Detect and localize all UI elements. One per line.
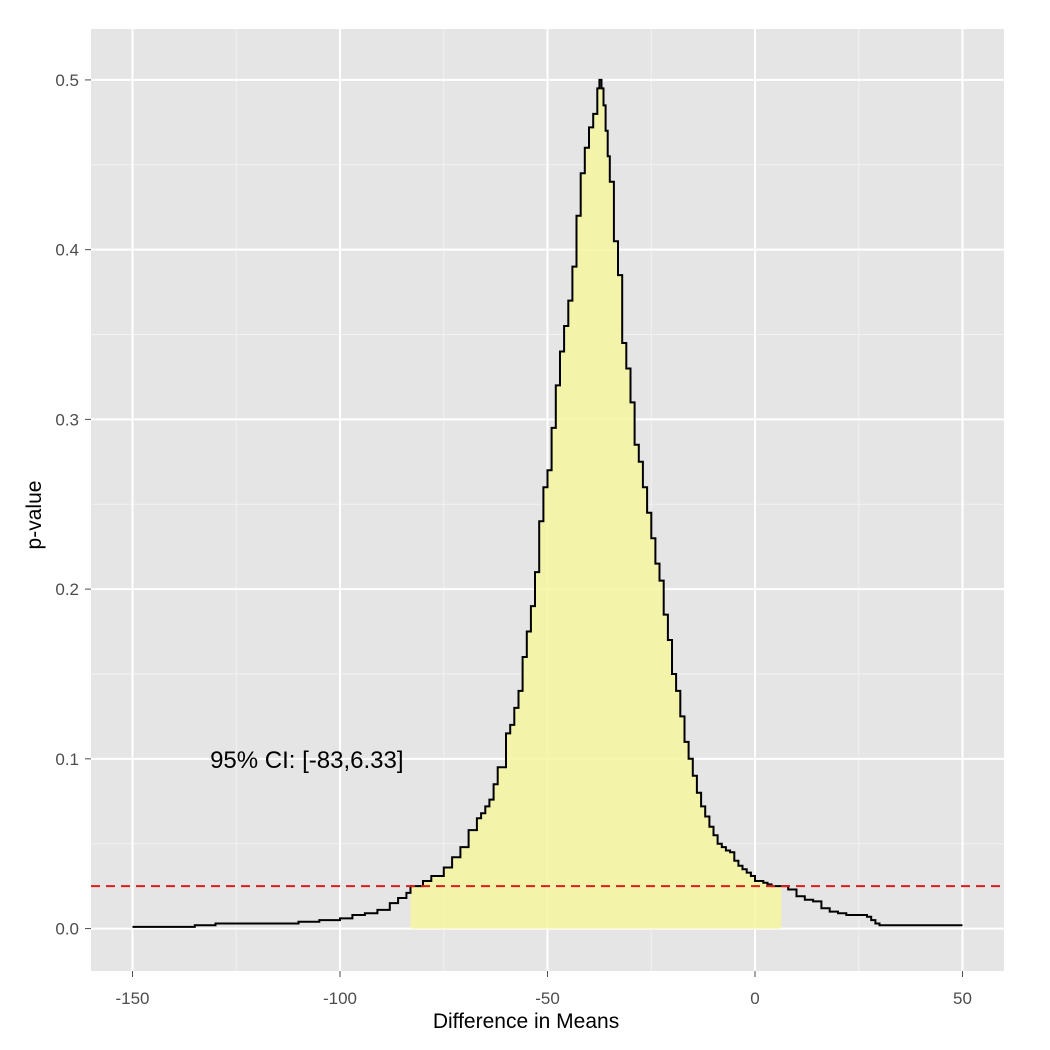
x-tick-label: 50 (953, 989, 972, 1008)
p-value-curve-group (132, 78, 963, 928)
y-tick-label: 0.5 (55, 71, 79, 90)
y-tick-label: 0.0 (55, 920, 79, 939)
x-tick-label: -50 (535, 989, 560, 1008)
x-axis: -150 -100 -50 0 50 (115, 971, 972, 1008)
ci-shaded-area (410, 79, 782, 929)
y-axis: 0.0 0.1 0.2 0.3 0.4 0.5 (55, 71, 91, 939)
x-axis-title: Difference in Means (433, 1010, 619, 1033)
y-axis-title: p-value (23, 481, 46, 550)
y-tick-label: 0.4 (55, 241, 79, 260)
annotation-group: 95% CI: [-83,6.33] (210, 747, 403, 774)
x-tick-label: -150 (115, 989, 149, 1008)
confidence-interval-area (410, 79, 782, 929)
y-tick-label: 0.2 (55, 580, 79, 599)
x-tick-label: -100 (323, 989, 357, 1008)
y-tick-label: 0.3 (55, 410, 79, 429)
y-tick-label: 0.1 (55, 750, 79, 769)
p-value-curve (132, 78, 963, 928)
x-tick-label: 0 (750, 989, 759, 1008)
ci-annotation: 95% CI: [-83,6.33] (210, 747, 403, 774)
